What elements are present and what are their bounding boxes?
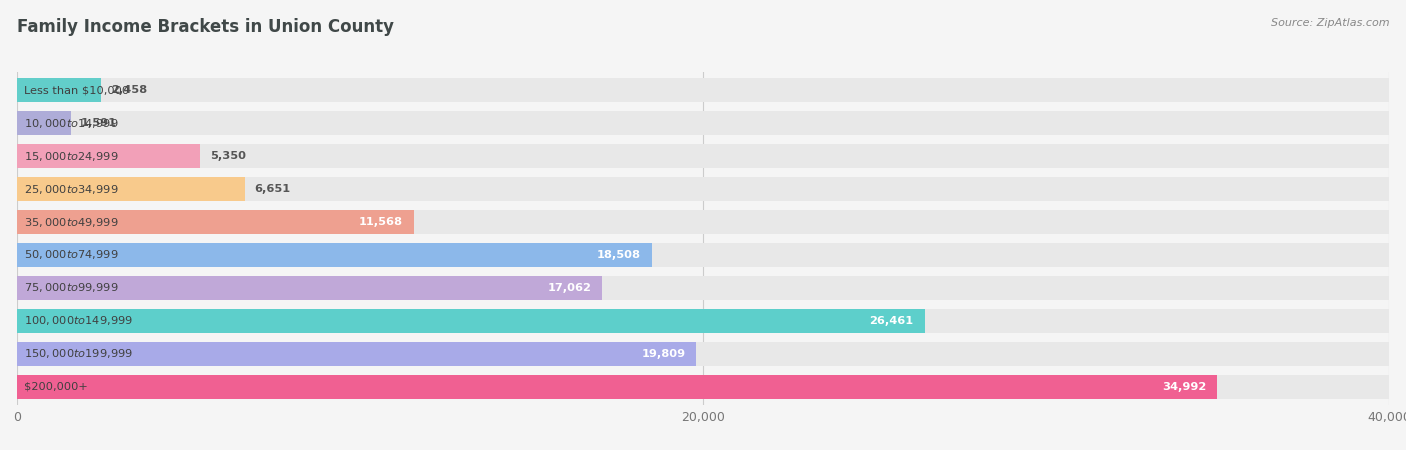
Text: 18,508: 18,508	[596, 250, 641, 260]
Bar	[17, 309, 1389, 333]
Text: $25,000 to $34,999: $25,000 to $34,999	[24, 183, 118, 196]
Text: $200,000+: $200,000+	[24, 382, 87, 392]
Text: 34,992: 34,992	[1163, 382, 1206, 392]
Text: 6,651: 6,651	[254, 184, 291, 194]
Text: 11,568: 11,568	[359, 217, 402, 227]
Bar	[17, 210, 1389, 234]
Bar	[17, 342, 1389, 366]
Bar	[17, 177, 245, 201]
Text: $35,000 to $49,999: $35,000 to $49,999	[24, 216, 118, 229]
Bar	[17, 243, 1389, 267]
Bar	[17, 78, 101, 102]
Bar	[17, 78, 1389, 102]
Bar	[17, 375, 1389, 399]
Text: 19,809: 19,809	[641, 349, 686, 359]
Text: $10,000 to $14,999: $10,000 to $14,999	[24, 117, 118, 130]
Text: 17,062: 17,062	[547, 283, 592, 293]
Text: 26,461: 26,461	[869, 316, 914, 326]
Text: Less than $10,000: Less than $10,000	[24, 85, 129, 95]
Bar	[17, 276, 602, 300]
Bar	[17, 177, 1389, 201]
Text: Source: ZipAtlas.com: Source: ZipAtlas.com	[1271, 18, 1389, 28]
Text: 1,591: 1,591	[82, 118, 117, 128]
Text: $15,000 to $24,999: $15,000 to $24,999	[24, 149, 118, 162]
Bar	[17, 342, 696, 366]
Text: $100,000 to $149,999: $100,000 to $149,999	[24, 315, 132, 328]
Text: Family Income Brackets in Union County: Family Income Brackets in Union County	[17, 18, 394, 36]
Bar	[17, 309, 925, 333]
Text: 5,350: 5,350	[209, 151, 246, 161]
Bar	[17, 375, 1218, 399]
Text: $150,000 to $199,999: $150,000 to $199,999	[24, 347, 132, 360]
Text: $75,000 to $99,999: $75,000 to $99,999	[24, 281, 118, 294]
Bar	[17, 144, 201, 168]
Text: 2,458: 2,458	[111, 85, 148, 95]
Bar	[17, 144, 1389, 168]
Bar	[17, 276, 1389, 300]
Bar	[17, 210, 413, 234]
Bar	[17, 243, 652, 267]
Text: $50,000 to $74,999: $50,000 to $74,999	[24, 248, 118, 261]
Bar	[17, 111, 72, 135]
Bar	[17, 111, 1389, 135]
